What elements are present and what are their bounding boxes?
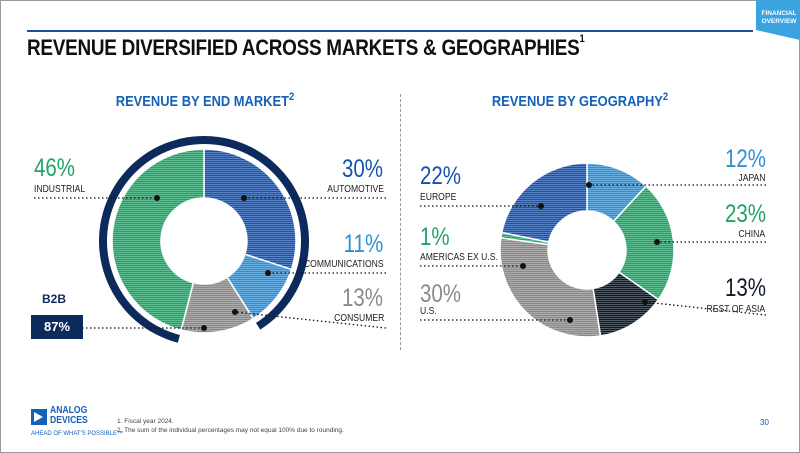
us-pct: 30%: [420, 280, 462, 308]
us-dot: [567, 317, 573, 323]
automotive-label: AUTOMOTIVE: [327, 184, 384, 195]
b2b-label: B2B: [42, 292, 67, 306]
china-pct: 23%: [724, 200, 766, 228]
footnote-1: 1. Fiscal year 2024.: [117, 418, 174, 425]
consumer-pct: 13%: [341, 284, 383, 312]
slice-texture-consumer: [181, 277, 254, 333]
slice-texture-europe: [501, 163, 587, 243]
americas-ex-us-label: AMERICAS EX U.S.: [420, 252, 498, 263]
communications-pct: 11%: [343, 230, 383, 258]
section-tab-label: FINANCIAL OVERVIEW: [761, 10, 797, 25]
column-divider: [400, 94, 401, 350]
title-rule: [27, 30, 753, 32]
footnote-2: 2. The sum of the individual percentages…: [117, 427, 344, 434]
industrial-dot: [154, 195, 160, 201]
slice-texture-japan: [587, 163, 647, 222]
end-market-title: REVENUE BY END MARKET2: [115, 91, 295, 110]
rest-of-asia-label: REST OF ASIA: [706, 304, 765, 315]
slice-texture-rest-of-asia: [593, 272, 659, 336]
consumer-dot: [232, 309, 238, 315]
industrial-pct: 46%: [34, 154, 76, 182]
consumer-label: CONSUMER: [333, 313, 384, 324]
rest-of-asia-leader: [644, 301, 767, 316]
europe-label: EUROPE: [420, 192, 457, 203]
us-label: U.S.: [420, 306, 437, 317]
page-number: 30: [760, 418, 769, 427]
china-label: CHINA: [738, 229, 765, 240]
communications-label: COMMUNICATIONS: [304, 259, 384, 270]
automotive-pct: 30%: [341, 155, 383, 183]
industrial-label: INDUSTRIAL: [34, 184, 86, 195]
section-tab: [756, 0, 800, 40]
logo-tagline: AHEAD OF WHAT'S POSSIBLE™: [31, 431, 124, 437]
rest-of-asia-pct: 13%: [724, 274, 766, 302]
geography-title: REVENUE BY GEOGRAPHY2: [491, 91, 669, 110]
americas-ex-us-pct: 1%: [420, 223, 450, 251]
europe-dot: [538, 203, 544, 209]
logo-triangle-icon: [34, 412, 43, 422]
americas-ex-us-dot: [520, 263, 526, 269]
slice-texture-u-s: [499, 237, 601, 337]
china-dot: [654, 239, 660, 245]
communications-dot: [265, 270, 271, 276]
slice-texture-china: [613, 186, 674, 300]
japan-label: JAPAN: [737, 173, 765, 184]
slice-texture-industrial: [112, 149, 204, 331]
rest-of-asia-dot: [642, 299, 648, 305]
consumer-leader: [234, 311, 387, 329]
b2b-dot: [201, 325, 207, 331]
slice-texture-automotive: [204, 149, 296, 270]
page-title: REVENUE DIVERSIFIED ACROSS MARKETS & GEO…: [27, 33, 585, 60]
logo-wordmark: ANALOG DEVICES: [50, 405, 88, 426]
japan-pct: 12%: [724, 145, 766, 173]
b2b-value: 87%: [31, 315, 83, 339]
automotive-dot: [241, 195, 247, 201]
europe-pct: 22%: [420, 162, 462, 190]
japan-dot: [586, 182, 592, 188]
